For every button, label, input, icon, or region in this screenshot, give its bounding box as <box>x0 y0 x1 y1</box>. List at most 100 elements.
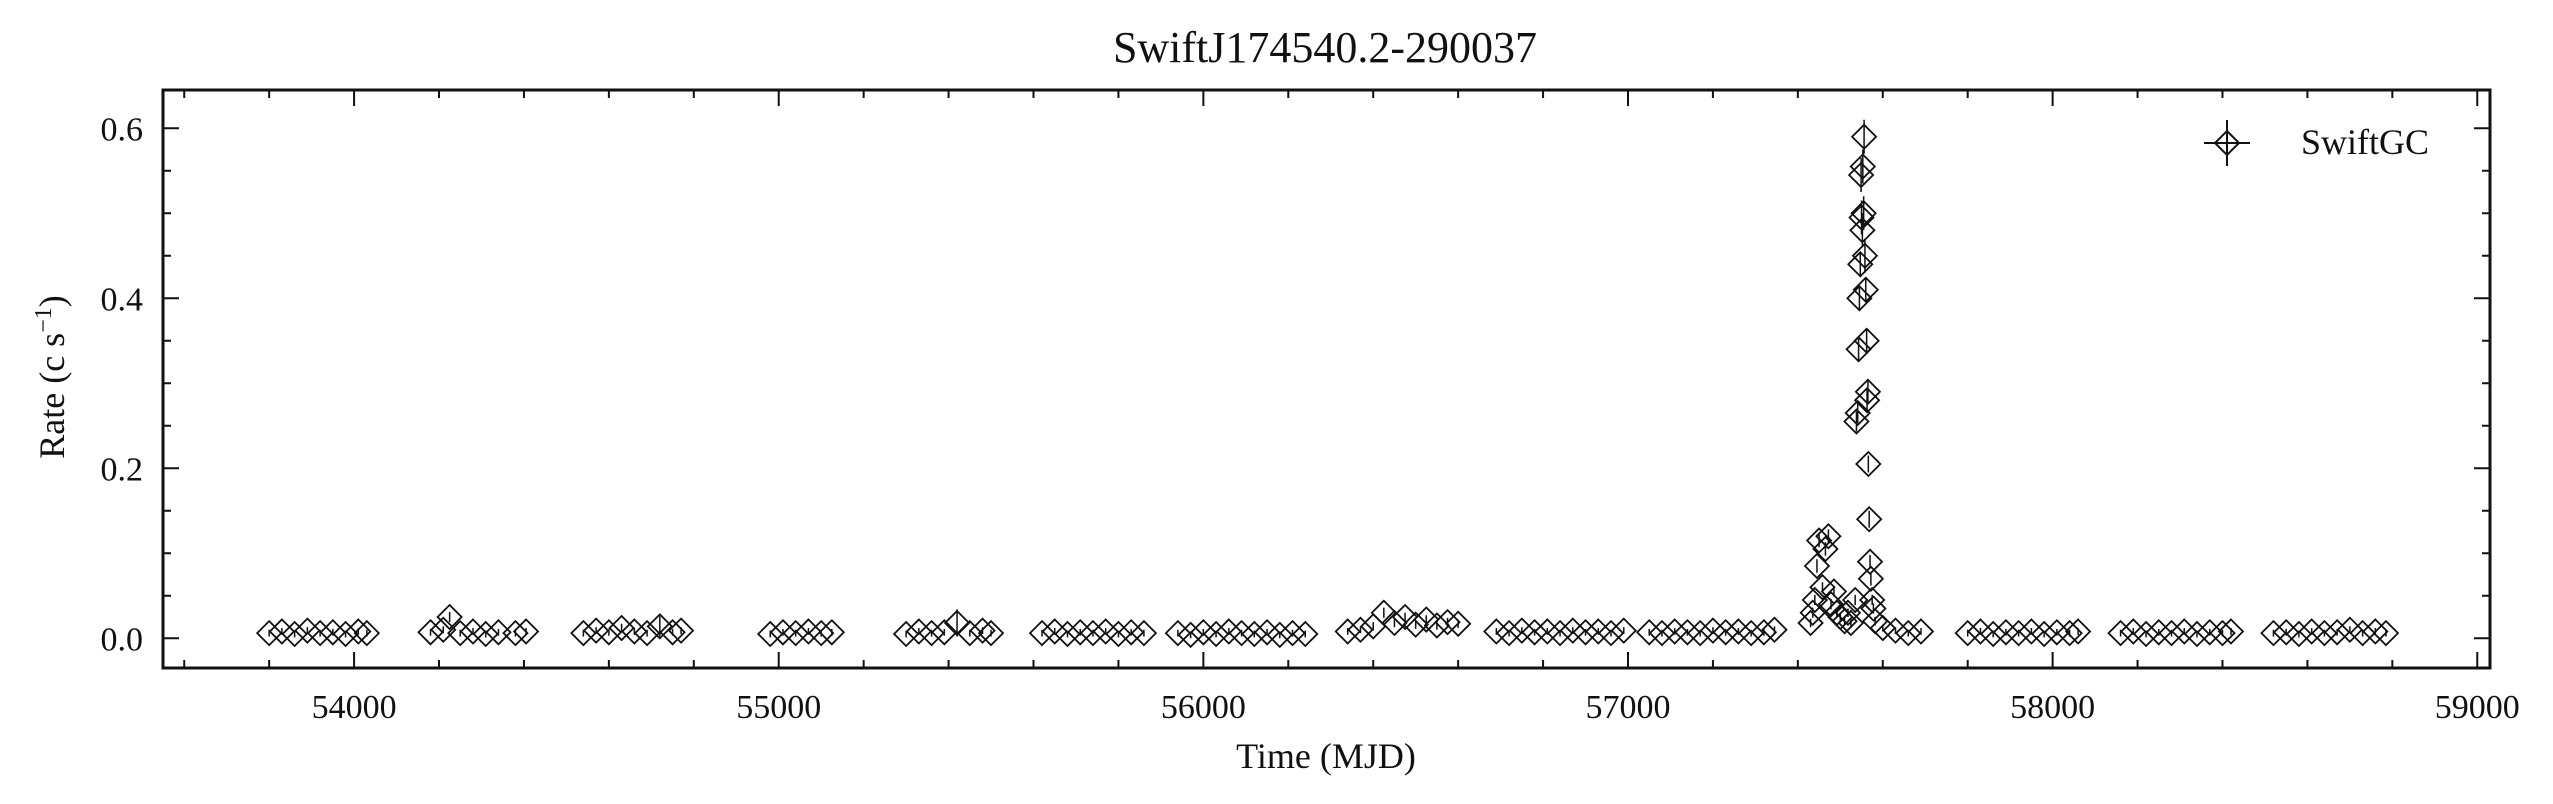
data-point <box>892 620 920 648</box>
data-point <box>1117 619 1145 646</box>
data-point <box>646 613 674 640</box>
diamond-marker <box>1837 609 1865 637</box>
data-point <box>1334 618 1362 645</box>
x-tick-label: 59000 <box>2435 689 2520 726</box>
data-point <box>1674 619 1701 646</box>
diamond-marker <box>2272 619 2300 646</box>
diamond-marker <box>2217 618 2245 645</box>
data-point <box>1584 618 1612 645</box>
data-point <box>1737 619 1765 647</box>
data-point <box>1992 619 2020 646</box>
data-point <box>1844 399 1871 427</box>
data-point <box>1855 450 1882 478</box>
diamond-marker <box>1850 123 1878 151</box>
data-point <box>1855 505 1883 533</box>
diamond-marker <box>1799 599 1826 627</box>
diamond-marker <box>1761 616 1788 644</box>
diamond-marker <box>332 620 359 648</box>
y-axis-label-close: ) <box>32 295 72 307</box>
diamond-marker <box>1853 327 1880 355</box>
data-point <box>595 619 623 646</box>
x-axis-label: Time (MJD) <box>1236 736 1416 776</box>
axis-ticks <box>163 90 2490 668</box>
data-point <box>2196 619 2224 646</box>
diamond-marker <box>1584 618 1612 645</box>
y-tick-label: 0.2 <box>101 451 144 488</box>
data-point <box>1241 620 1268 648</box>
data-point <box>1858 586 1886 614</box>
data-point <box>1712 619 1739 646</box>
data-point <box>512 618 540 645</box>
diamond-marker <box>1423 612 1451 639</box>
diamond-marker <box>1850 199 1877 227</box>
data-point <box>1854 378 1882 406</box>
data-point <box>2030 620 2058 648</box>
diamond-marker <box>1844 399 1871 427</box>
data-point <box>667 617 695 644</box>
data-point <box>1635 619 1663 646</box>
diamond-marker <box>977 619 1005 647</box>
diamond-marker <box>436 603 463 631</box>
diamond-marker <box>1849 153 1877 180</box>
diamond-marker <box>1803 552 1831 580</box>
data-point <box>769 619 797 646</box>
data-point <box>1837 609 1865 637</box>
diamond-marker <box>1648 619 1676 647</box>
diamond-marker <box>2043 619 2071 646</box>
data-point <box>2311 619 2338 647</box>
x-tick-label: 57000 <box>1585 689 1670 726</box>
data-point <box>931 619 958 646</box>
data-point <box>1812 535 1839 563</box>
data-point <box>306 619 334 647</box>
diamond-marker <box>1857 565 1885 593</box>
diamond-marker <box>1334 618 1362 645</box>
diamond-marker <box>1572 619 1599 646</box>
diamond-marker <box>2311 619 2338 647</box>
data-point <box>2043 619 2071 646</box>
diamond-marker <box>931 619 958 646</box>
diamond-marker <box>1834 599 1862 627</box>
data-point <box>1856 548 1884 576</box>
chart-title: SwiftJ174540.2-290037 <box>1113 23 1537 72</box>
diamond-marker <box>319 619 347 646</box>
data-point <box>472 620 499 648</box>
diamond-marker <box>1402 611 1429 638</box>
data-point <box>2005 619 2032 647</box>
diamond-marker <box>1444 610 1472 638</box>
data-point <box>429 616 457 644</box>
data-point <box>1803 552 1831 580</box>
diamond-marker <box>1674 619 1701 646</box>
data-point <box>1850 196 1877 231</box>
data-point <box>319 619 347 646</box>
data-point <box>1483 618 1510 645</box>
tick-labels: 54000 55000 56000 57000 58000 59000 0.0 0.2 0.4 0… <box>101 111 2520 726</box>
x-tick-label: 58000 <box>2010 689 2095 726</box>
data-point <box>1508 617 1536 644</box>
diamond-marker <box>2372 619 2400 647</box>
diamond-marker <box>1737 619 1765 647</box>
data-point <box>2336 616 2364 644</box>
data-point <box>1105 620 1132 648</box>
data-point <box>1805 527 1833 554</box>
diamond-marker <box>1546 619 1574 647</box>
data-point <box>1066 619 1094 646</box>
data-point <box>353 619 381 647</box>
diamond-marker <box>1725 618 1752 645</box>
data-point <box>1894 619 1922 647</box>
data-point <box>570 619 597 647</box>
diamond-marker <box>2196 619 2224 646</box>
data-point <box>281 620 308 648</box>
data-point <box>485 619 512 646</box>
data-point <box>1559 617 1587 644</box>
data-point <box>1391 603 1419 631</box>
diamond-marker <box>1894 619 1922 647</box>
diamond-marker <box>1028 619 1056 647</box>
diamond-marker <box>1712 619 1739 646</box>
data-point <box>1266 621 1294 649</box>
diamond-marker <box>1117 619 1145 646</box>
diamond-marker <box>892 620 920 648</box>
diamond-marker <box>2005 619 2032 647</box>
data-point <box>1444 610 1472 638</box>
data-point <box>795 618 822 645</box>
data-point <box>1190 619 1217 646</box>
